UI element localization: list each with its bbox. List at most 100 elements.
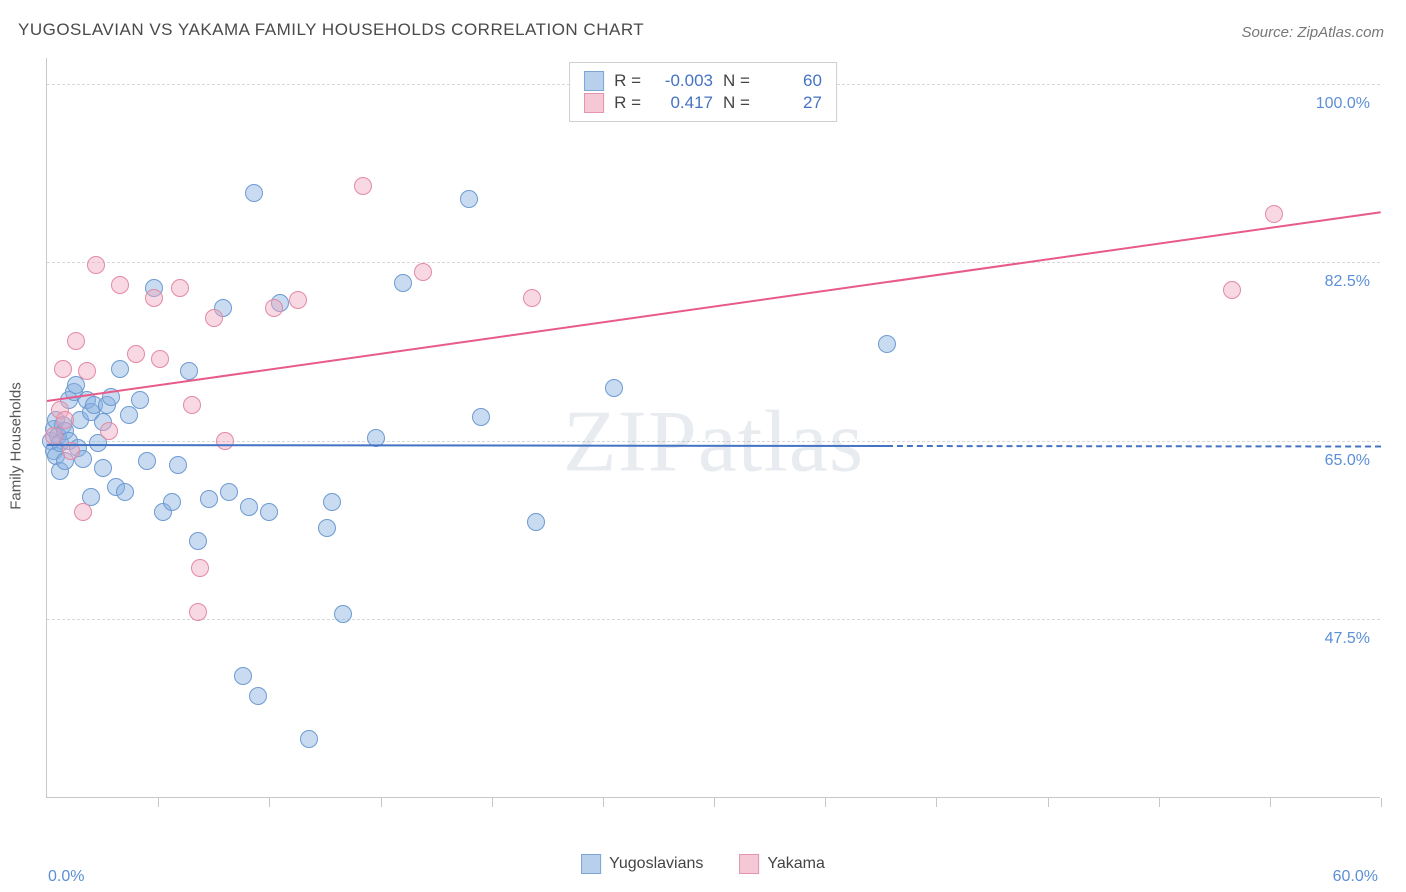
- point-yugoslavians: [605, 379, 623, 397]
- trend-line: [47, 211, 1381, 402]
- point-yakama: [289, 291, 307, 309]
- point-yugoslavians: [200, 490, 218, 508]
- point-yakama: [189, 603, 207, 621]
- x-tick: [603, 798, 604, 807]
- chart-title: YUGOSLAVIAN VS YAKAMA FAMILY HOUSEHOLDS …: [18, 20, 644, 40]
- point-yakama: [1223, 281, 1241, 299]
- swatch-yugoslavians: [581, 854, 601, 874]
- point-yugoslavians: [245, 184, 263, 202]
- point-yakama: [1265, 205, 1283, 223]
- point-yugoslavians: [878, 335, 896, 353]
- watermark: ZIPatlas: [563, 392, 864, 493]
- x-tick: [936, 798, 937, 807]
- point-yakama: [111, 276, 129, 294]
- y-tick-label: 82.5%: [1325, 273, 1370, 291]
- point-yugoslavians: [527, 513, 545, 531]
- legend-label: Yugoslavians: [609, 855, 703, 873]
- point-yugoslavians: [120, 406, 138, 424]
- r-value-yugoslavians: -0.003: [651, 71, 713, 91]
- y-gridline: [47, 619, 1380, 620]
- point-yakama: [354, 177, 372, 195]
- point-yugoslavians: [460, 190, 478, 208]
- n-label: N =: [723, 93, 750, 113]
- x-tick: [714, 798, 715, 807]
- r-value-yakama: 0.417: [651, 93, 713, 113]
- point-yugoslavians: [94, 459, 112, 477]
- point-yugoslavians: [163, 493, 181, 511]
- point-yugoslavians: [234, 667, 252, 685]
- y-tick-label: 100.0%: [1316, 95, 1370, 113]
- point-yakama: [523, 289, 541, 307]
- y-tick-label: 47.5%: [1325, 630, 1370, 648]
- correlation-legend: R = -0.003 N = 60 R = 0.417 N = 27: [569, 62, 837, 122]
- y-tick-label: 65.0%: [1325, 452, 1370, 470]
- legend-item-yakama: Yakama: [739, 854, 825, 874]
- x-tick: [1381, 798, 1382, 807]
- point-yakama: [205, 309, 223, 327]
- series-legend: Yugoslavians Yakama: [581, 854, 825, 874]
- swatch-yakama: [739, 854, 759, 874]
- trend-line: [47, 444, 887, 447]
- n-value-yakama: 27: [760, 93, 822, 113]
- x-tick: [158, 798, 159, 807]
- point-yakama: [45, 427, 63, 445]
- point-yugoslavians: [334, 605, 352, 623]
- point-yakama: [56, 411, 74, 429]
- point-yugoslavians: [180, 362, 198, 380]
- point-yakama: [216, 432, 234, 450]
- point-yugoslavians: [220, 483, 238, 501]
- point-yakama: [87, 256, 105, 274]
- point-yugoslavians: [189, 532, 207, 550]
- point-yugoslavians: [169, 456, 187, 474]
- swatch-yugoslavians: [584, 71, 604, 91]
- point-yugoslavians: [318, 519, 336, 537]
- point-yakama: [100, 422, 118, 440]
- point-yugoslavians: [394, 274, 412, 292]
- n-label: N =: [723, 71, 750, 91]
- point-yugoslavians: [249, 687, 267, 705]
- point-yugoslavians: [116, 483, 134, 501]
- point-yugoslavians: [138, 452, 156, 470]
- point-yakama: [67, 332, 85, 350]
- legend-row-yakama: R = 0.417 N = 27: [584, 93, 822, 113]
- x-tick: [1159, 798, 1160, 807]
- x-tick: [269, 798, 270, 807]
- point-yakama: [78, 362, 96, 380]
- point-yugoslavians: [131, 391, 149, 409]
- point-yugoslavians: [323, 493, 341, 511]
- point-yugoslavians: [240, 498, 258, 516]
- point-yugoslavians: [111, 360, 129, 378]
- watermark-part2: atlas: [698, 394, 864, 491]
- legend-label: Yakama: [767, 855, 825, 873]
- point-yugoslavians: [260, 503, 278, 521]
- x-tick: [381, 798, 382, 807]
- x-tick: [1270, 798, 1271, 807]
- point-yakama: [54, 360, 72, 378]
- trend-line: [887, 445, 1381, 448]
- legend-row-yugoslavians: R = -0.003 N = 60: [584, 71, 822, 91]
- legend-item-yugoslavians: Yugoslavians: [581, 854, 703, 874]
- swatch-yakama: [584, 93, 604, 113]
- source-label: Source: ZipAtlas.com: [1241, 24, 1384, 41]
- point-yakama: [145, 289, 163, 307]
- y-gridline: [47, 262, 1380, 263]
- point-yakama: [74, 503, 92, 521]
- x-tick: [1048, 798, 1049, 807]
- point-yakama: [191, 559, 209, 577]
- n-value-yugoslavians: 60: [760, 71, 822, 91]
- point-yakama: [183, 396, 201, 414]
- point-yakama: [171, 279, 189, 297]
- point-yugoslavians: [300, 730, 318, 748]
- point-yakama: [265, 299, 283, 317]
- x-tick: [492, 798, 493, 807]
- scatter-plot-area: ZIPatlas 47.5% 65.0% 82.5% 100.0%: [46, 58, 1380, 798]
- x-axis-min-label: 0.0%: [48, 868, 84, 886]
- x-tick: [825, 798, 826, 807]
- y-gridline: [47, 441, 1380, 442]
- r-label: R =: [614, 71, 641, 91]
- r-label: R =: [614, 93, 641, 113]
- y-axis-label: Family Households: [8, 382, 25, 510]
- point-yakama: [127, 345, 145, 363]
- x-axis-max-label: 60.0%: [1333, 868, 1378, 886]
- point-yakama: [151, 350, 169, 368]
